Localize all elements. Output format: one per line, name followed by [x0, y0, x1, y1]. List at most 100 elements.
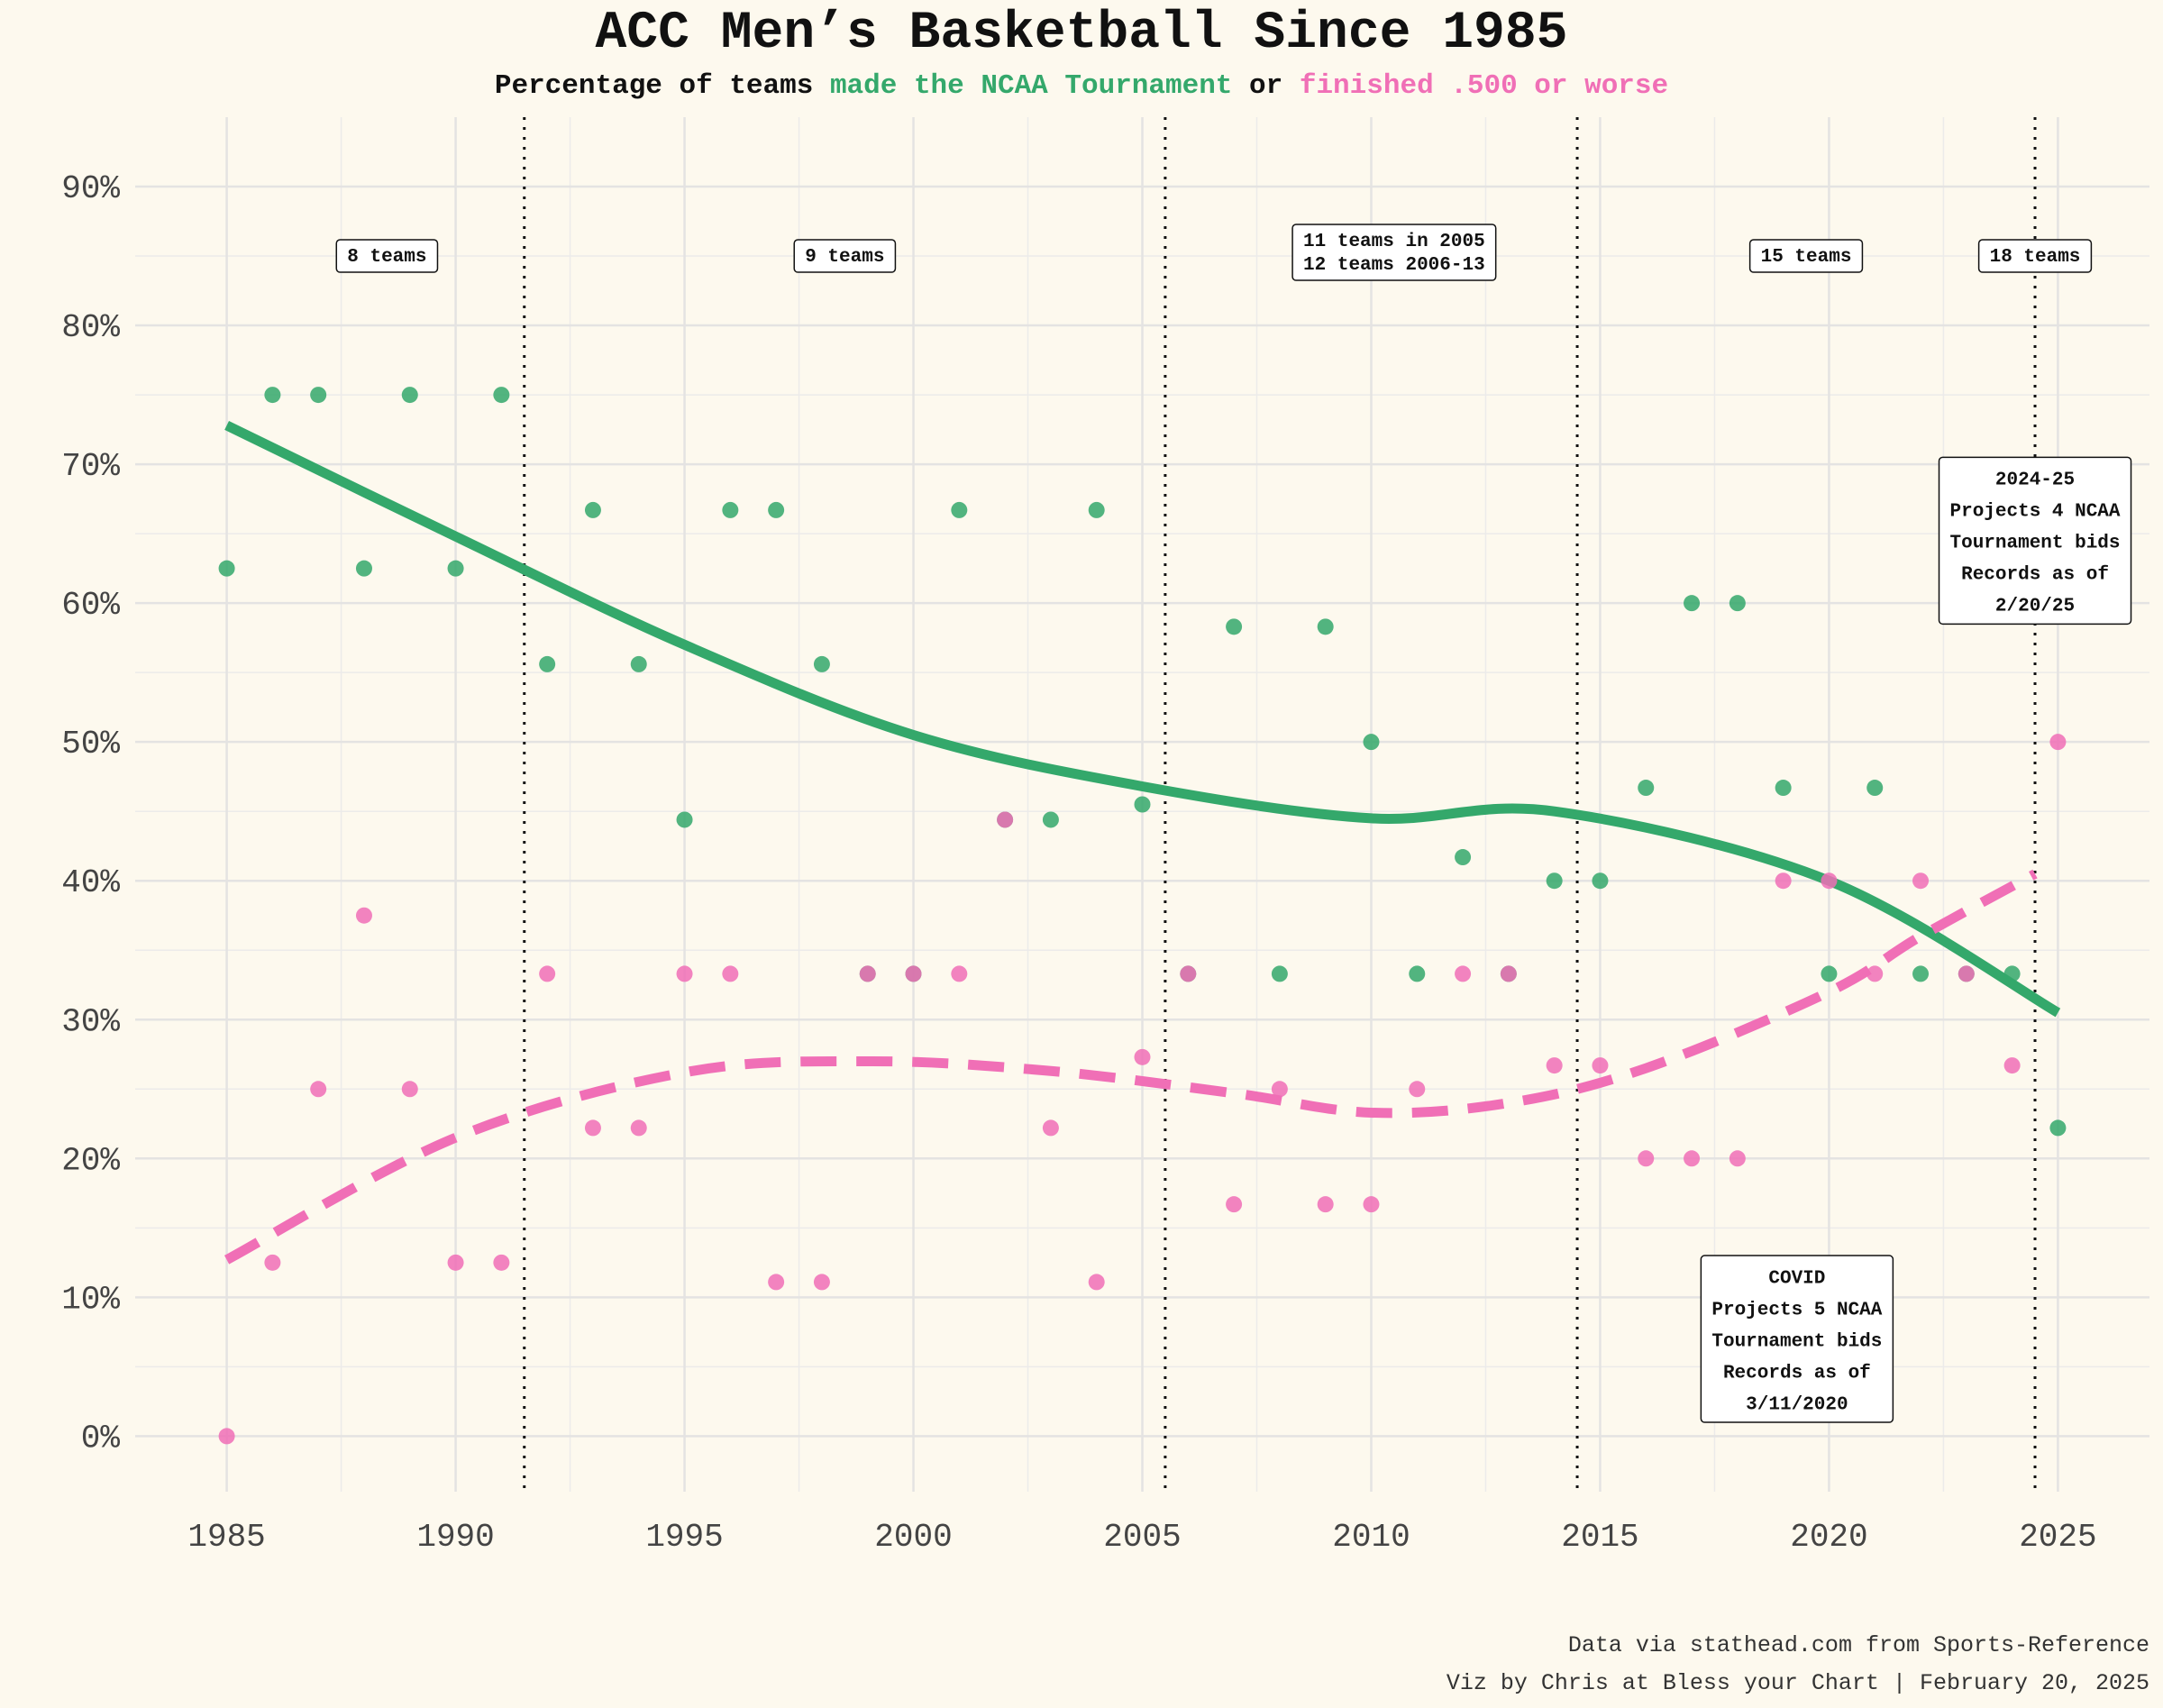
- losing-point: [218, 1428, 235, 1445]
- ncaa-point: [1271, 965, 1288, 982]
- annotation-line: Tournament bids: [1711, 1331, 1882, 1352]
- trend-lines: [224, 421, 2061, 1265]
- x-tick-label: 2025: [2019, 1519, 2096, 1556]
- y-tick-label: 90%: [61, 170, 120, 207]
- x-axis: 1985 1990 1995 2000 2005 2010 2015 2020 2025: [187, 1519, 2096, 1556]
- losing-point: [1180, 965, 1197, 982]
- ncaa-point: [1226, 618, 1243, 635]
- ncaa-point: [447, 560, 464, 577]
- annotation-line: COVID: [1768, 1268, 1825, 1289]
- ncaa-point: [310, 387, 327, 404]
- ncaa-point: [813, 655, 830, 672]
- annotation-box: [1700, 1255, 1894, 1423]
- ncaa-point: [1729, 595, 1746, 612]
- losing-point: [768, 1274, 785, 1291]
- subtitle-part-3: finished .500 or worse: [1300, 70, 1668, 102]
- captions: Data via stathead.com from Sports-Refere…: [1447, 1632, 2149, 1696]
- losing-point: [1958, 965, 1975, 982]
- ncaa-point: [2049, 1119, 2067, 1137]
- y-tick-label: 40%: [61, 864, 120, 901]
- x-tick-label: 2005: [1103, 1519, 1181, 1556]
- losing-point: [310, 1081, 327, 1098]
- x-tick-label: 1985: [187, 1519, 265, 1556]
- losing-point: [1729, 1150, 1746, 1167]
- losing-point: [1592, 1057, 1609, 1074]
- y-tick-label: 20%: [61, 1142, 120, 1179]
- era-label-line: 18 teams: [1990, 247, 2081, 268]
- annotation-box: [1938, 456, 2132, 626]
- ncaa-point: [676, 811, 693, 828]
- losing-point: [2049, 734, 2067, 751]
- caption-line: Viz by Chris at Bless your Chart | Febru…: [1447, 1670, 2149, 1696]
- ncaa-point: [1546, 872, 1563, 890]
- era-labels: 8 teams 9 teams 11 teams in 2005 12 teams 2…: [335, 224, 2093, 281]
- subtitle-part-2: or: [1232, 70, 1299, 102]
- losing-point: [951, 965, 968, 982]
- ncaa-point: [1821, 965, 1838, 982]
- ncaa-point: [1134, 796, 1151, 813]
- annotation-line: Records as of: [1961, 565, 2109, 586]
- y-tick-label: 80%: [61, 309, 120, 346]
- caption-line: Data via stathead.com from Sports-Refere…: [1568, 1632, 2149, 1658]
- era-label-line: 9 teams: [805, 247, 884, 268]
- ncaa-point: [584, 501, 601, 518]
- ncaa-point: [218, 560, 235, 577]
- losing-point: [1866, 965, 1884, 982]
- x-tick-label: 2000: [874, 1519, 952, 1556]
- losing-point: [493, 1254, 510, 1271]
- losing-point: [539, 965, 556, 982]
- annotation-line: 2024-25: [1995, 470, 2075, 491]
- ncaa-point: [1363, 734, 1380, 751]
- losing-point: [1042, 1119, 1059, 1137]
- losing-point: [630, 1119, 647, 1137]
- annotation-line: Projects 5 NCAA: [1711, 1300, 1882, 1320]
- y-tick-label: 50%: [61, 726, 120, 763]
- x-tick-label: 1990: [416, 1519, 494, 1556]
- losing-point: [1226, 1196, 1243, 1213]
- annotation-line: 3/11/2020: [1746, 1394, 1848, 1415]
- losing-point: [722, 965, 739, 982]
- annotation: 2024-25 Projects 4 NCAA Tournament bids Rec…: [1938, 456, 2132, 626]
- era-label-box: [1977, 239, 2093, 273]
- y-tick-label: 10%: [61, 1281, 120, 1318]
- losing-point: [1409, 1081, 1426, 1098]
- losing-point: [1088, 1274, 1105, 1291]
- era-label-box: [335, 239, 439, 273]
- era-label-line: 12 teams 2006-13: [1303, 255, 1485, 276]
- annotation: COVID Projects 5 NCAA Tournament bids Recor…: [1700, 1255, 1894, 1423]
- ncaa-point: [539, 655, 556, 672]
- x-tick-label: 2010: [1332, 1519, 1410, 1556]
- losing-point: [1546, 1057, 1563, 1074]
- ncaa-point: [1638, 780, 1655, 797]
- ncaa-point: [722, 501, 739, 518]
- y-tick-label: 60%: [61, 587, 120, 624]
- losing-point: [1317, 1196, 1334, 1213]
- ncaa-point: [1775, 780, 1792, 797]
- x-tick-label: 2015: [1561, 1519, 1638, 1556]
- losing-point: [1455, 965, 1472, 982]
- losing-point: [1638, 1150, 1655, 1167]
- ncaa-point: [1088, 501, 1105, 518]
- era-label: 18 teams: [1977, 239, 2093, 273]
- losing-point: [355, 907, 372, 924]
- era-label: 11 teams in 2005 12 teams 2006-13: [1291, 224, 1497, 281]
- ncaa-point: [1684, 595, 1701, 612]
- y-tick-label: 0%: [81, 1420, 121, 1457]
- losing-point: [2003, 1057, 2021, 1074]
- y-tick-label: 30%: [61, 1003, 120, 1040]
- ncaa-point: [355, 560, 372, 577]
- era-label-box: [793, 239, 897, 273]
- losing-point: [905, 965, 922, 982]
- losing-point: [1500, 965, 1517, 982]
- x-tick-label: 2020: [1790, 1519, 1867, 1556]
- losing-point: [401, 1081, 418, 1098]
- y-tick-label: 70%: [61, 448, 120, 485]
- y-axis: 0% 10% 20% 30% 40% 50% 60% 70% 80% 90%: [61, 170, 120, 1457]
- losing-point: [264, 1254, 281, 1271]
- subtitle-part-1: made the NCAA Tournament: [830, 70, 1232, 102]
- losing-point: [1684, 1150, 1701, 1167]
- annotation-line: 2/20/25: [1995, 597, 2075, 617]
- losing-point: [1134, 1048, 1151, 1065]
- ncaa-point: [1912, 965, 1930, 982]
